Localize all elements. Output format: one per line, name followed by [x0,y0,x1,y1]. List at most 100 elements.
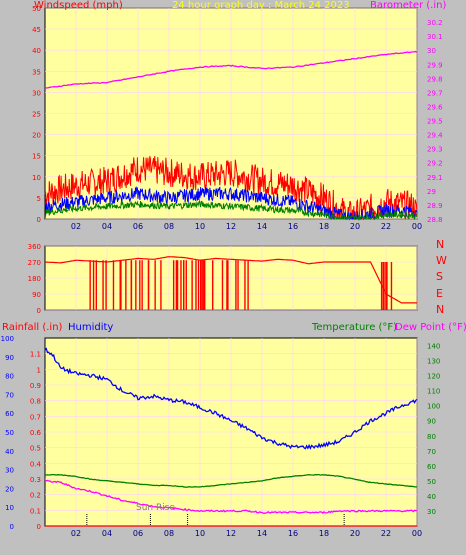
barometer-tick-label: 29.7 [427,89,443,97]
barometer-tick-label: 29.5 [427,118,443,126]
barometer-tick-label: 30.1 [427,33,443,41]
humidity-tick-label: 80 [5,373,14,381]
temperature-tick-label: 130 [427,358,440,366]
barometer-tick-label: 29.2 [427,160,443,168]
compass-label-e: E [436,287,443,300]
temperature-tick-label: 60 [427,463,436,471]
humidity-tick-label: 20 [5,485,14,493]
temperature-legend: Temperature (°F) [311,322,397,333]
chart-title: 24 hour graph day : March 24 2023 [172,0,350,11]
windspeed-tick-label: 5 [37,195,41,203]
bottom-x-tick-label: 22 [381,529,391,538]
top-x-tick-label: 00 [412,222,422,231]
top-x-tick-label: 02 [71,222,81,231]
windspeed-tick-label: 20 [32,132,41,140]
rainfall-legend: Rainfall (.in) [2,322,63,333]
temperature-tick-label: 30 [427,508,436,516]
bottom-x-tick-label: 12 [226,529,236,538]
top-x-tick-label: 12 [226,222,236,231]
rainfall-tick-label: 0.5 [30,445,41,453]
rainfall-tick-label: 0.7 [30,413,41,421]
windspeed-axis-title: Windspeed (mph) [34,0,123,11]
barometer-series-line [44,50,418,89]
temperature-tick-label: 50 [427,478,436,486]
temperature-tick-label: 90 [427,418,436,426]
top-x-tick-label: 22 [381,222,391,231]
rainfall-tick-label: 0 [37,523,41,531]
windspeed-tick-label: 15 [32,153,41,161]
humidity-legend: Humidity [68,322,113,333]
direction-tick-label: 90 [32,291,41,299]
temperature-tick-label: 80 [427,433,436,441]
rainfall-tick-label: 0.6 [30,429,42,437]
rainfall-tick-label: 0.4 [30,460,42,468]
direction-series-line [44,256,417,304]
direction-tick-label: 180 [28,275,41,283]
rainfall-tick-label: 0.9 [30,382,41,390]
barometer-tick-label: 29.6 [427,103,443,111]
windspeed-tick-label: 25 [32,111,41,119]
rainfall-tick-label: 1 [37,366,41,374]
direction-tick-label: 0 [37,307,41,315]
temperature-tick-label: 40 [427,493,436,501]
windspeed-tick-label: 50 [32,5,41,13]
direction-tick-label: 270 [28,259,41,267]
barometer-tick-label: 29.9 [427,61,443,69]
bottom-x-tick-label: 20 [350,529,360,538]
temperature-tick-label: 70 [427,448,436,456]
humidity-tick-label: 30 [5,467,14,475]
bottom-x-tick-label: 06 [133,529,143,538]
humidity-tick-label: 40 [5,448,14,456]
humidity-tick-label: 10 [5,504,14,512]
bottom-x-tick-label: 00 [412,529,422,538]
windspeed-tick-label: 30 [32,89,41,97]
compass-label-n-top: N [436,238,444,251]
humidity-tick-label: 60 [5,410,14,418]
barometer-tick-label: 29 [427,188,436,196]
top-x-tick-label: 08 [164,222,174,231]
temperature-tick-label: 120 [427,373,440,381]
compass-label-n-bottom: N [436,303,444,316]
barometer-tick-label: 30 [427,47,436,55]
bottom-x-tick-label: 04 [102,529,112,538]
temperature-tick-label: 100 [427,403,440,411]
humidity-tick-label: 90 [5,354,14,362]
sunrise-annotation: Sun Rise [136,503,175,513]
avg-series-line [44,199,418,221]
bottom-x-tick-label: 14 [257,529,267,538]
rainfall-tick-label: 0.2 [30,492,41,500]
barometer-tick-label: 29.1 [427,174,443,182]
top-x-tick-label: 06 [133,222,143,231]
windspeed-tick-label: 45 [32,26,41,34]
bottom-x-tick-label: 16 [288,529,298,538]
rainfall-tick-label: 1.1 [30,351,41,359]
bottom-x-tick-label: 18 [319,529,329,538]
barometer-tick-label: 28.8 [427,216,443,224]
barometer-tick-label: 30.2 [427,19,443,27]
dewpoint-legend: Dew Point (°F) [395,322,466,333]
humidity-tick-label: 50 [5,429,14,437]
windspeed-tick-label: 40 [32,47,41,55]
temperature-series-line [44,473,417,488]
barometer-tick-label: 28.9 [427,202,443,210]
barometer-axis-title: Barometer (.in) [370,0,446,11]
top-x-tick-label: 10 [195,222,205,231]
barometer-tick-label: 29.8 [427,75,443,83]
top-x-tick-label: 04 [102,222,112,231]
top-x-tick-label: 16 [288,222,298,231]
humidity-tick-label: 100 [1,335,14,343]
top-x-tick-label: 20 [350,222,360,231]
dew-point-series-line [44,479,418,514]
humidity-series-line [44,347,418,450]
top-x-tick-label: 18 [319,222,329,231]
humidity-tick-label: 0 [10,523,14,531]
compass-label-s: S [436,270,443,283]
barometer-tick-label: 29.3 [427,146,443,154]
humidity-tick-label: 70 [5,391,14,399]
direction-tick-label: 360 [28,243,41,251]
top-x-tick-label: 14 [257,222,267,231]
rainfall-tick-label: 0.8 [30,398,41,406]
windspeed-tick-label: 35 [32,68,41,76]
